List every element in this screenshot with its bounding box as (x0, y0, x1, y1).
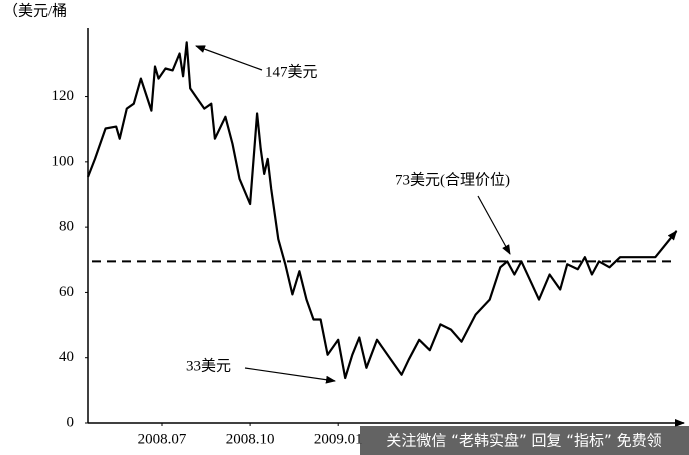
watermark: 关注微信 “老韩实盘” 回复 “指标” 免费领 (386, 432, 661, 450)
y-tick-label: 0 (67, 414, 75, 430)
y-tick-label: 40 (59, 349, 74, 365)
watermark-bg (360, 426, 689, 455)
annotation-arrow (244, 367, 336, 384)
price-line (86, 41, 678, 380)
annotation: 73美元(合理价位) (395, 171, 510, 188)
x-tick-label: 2008.07 (138, 431, 187, 447)
y-tick-label: 100 (52, 153, 75, 169)
annotation: 147美元 (265, 63, 318, 80)
x-tick-label: 2009.01 (314, 431, 363, 447)
annotation-arrow (195, 45, 263, 71)
y-tick-label: 120 (52, 88, 75, 104)
plot-area: 0 40 60 80 100 120 2008.07 2008.10 2009.01 (52, 41, 678, 447)
x-tick-label: 2008.10 (226, 431, 275, 447)
y-tick-label: 80 (59, 219, 74, 235)
y-tick-label: 60 (59, 284, 74, 300)
y-axis-label: （美元/桶 (3, 2, 67, 19)
annotation-arrow (477, 195, 511, 255)
annotation: 33美元 (186, 357, 231, 374)
